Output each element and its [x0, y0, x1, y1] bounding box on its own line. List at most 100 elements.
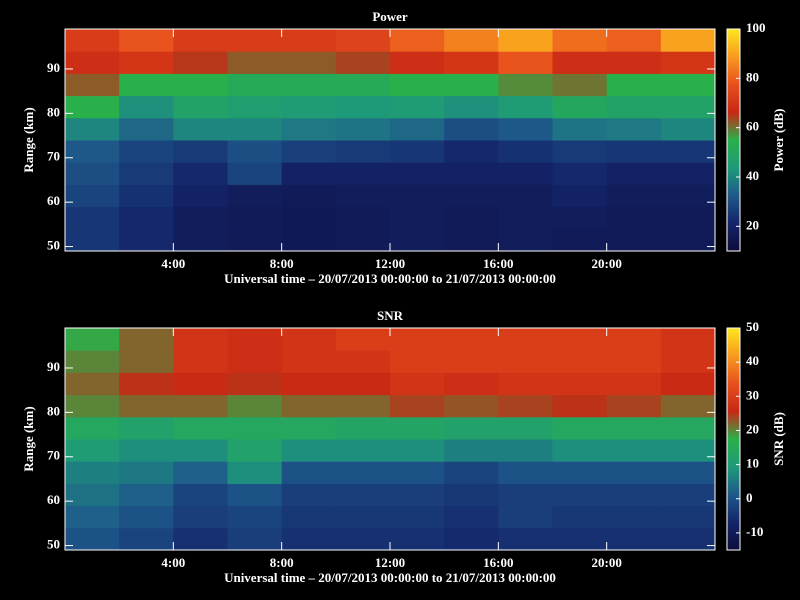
heatmap-cell	[173, 439, 228, 462]
heatmap-cell	[119, 350, 174, 373]
heatmap-cell	[65, 350, 120, 373]
heatmap-cell	[227, 95, 283, 119]
heatmap-cell	[335, 350, 391, 373]
heatmap-cell	[390, 162, 445, 185]
heatmap-cell	[498, 439, 553, 462]
heatmap-cell	[119, 394, 174, 418]
heatmap-cell	[335, 228, 391, 252]
heatmap-cell	[552, 140, 608, 163]
y-axis-label: Range (km)	[21, 107, 36, 172]
heatmap-cell	[227, 483, 283, 507]
heatmap-cell	[65, 184, 120, 208]
heatmap-cell	[606, 95, 662, 119]
x-tick-label: 20:00	[591, 555, 621, 570]
heatmap-cell	[227, 461, 283, 484]
heatmap-cell	[606, 439, 662, 462]
heatmap-cell	[335, 140, 391, 163]
heatmap-cell	[390, 372, 445, 396]
x-tick-label: 8:00	[270, 256, 294, 271]
colorbar-label: Power (dB)	[771, 109, 786, 172]
heatmap-cell	[119, 95, 174, 119]
heatmap-cell	[498, 483, 553, 507]
heatmap-cell	[65, 394, 120, 418]
heatmap-cell	[660, 328, 716, 351]
heatmap-cell	[335, 372, 391, 396]
heatmap-cell	[173, 184, 228, 208]
heatmap-cell	[281, 228, 337, 252]
heatmap-cell	[660, 206, 716, 230]
heatmap-cell	[498, 461, 553, 484]
heatmap-cell	[444, 372, 499, 396]
heatmap-cell	[227, 350, 283, 373]
colorbar-tick-label: 20	[746, 217, 759, 232]
heatmap-cell	[660, 117, 716, 141]
y-tick-label: 80	[47, 104, 60, 119]
heatmap-cell	[552, 372, 608, 396]
heatmap-cell	[65, 228, 120, 252]
y-tick-label: 90	[47, 359, 60, 374]
heatmap-cell	[660, 416, 716, 440]
heatmap-cell	[173, 350, 228, 373]
heatmap-cell	[390, 184, 445, 208]
heatmap-cell	[65, 416, 120, 440]
heatmap-cell	[335, 527, 391, 551]
heatmap-cell	[552, 73, 608, 97]
heatmap-cell	[65, 51, 120, 74]
heatmap-cell	[281, 394, 337, 418]
heatmap-cell	[227, 29, 283, 52]
x-tick-label: 12:00	[375, 256, 405, 271]
heatmap-cell	[173, 461, 228, 484]
heatmap-cell	[660, 162, 716, 185]
heatmap-cell	[173, 416, 228, 440]
heatmap-cell	[390, 95, 445, 119]
heatmap-cell	[606, 29, 662, 52]
heatmap-cell	[227, 140, 283, 163]
heatmap-cell	[606, 483, 662, 507]
colorbar	[726, 327, 741, 551]
heatmap-cell	[173, 29, 228, 52]
heatmap-cell	[281, 162, 337, 185]
heatmap-cell	[65, 162, 120, 185]
heatmap-cell	[119, 527, 174, 551]
colorbar-tick-label: 50	[746, 319, 759, 334]
y-tick-label: 60	[47, 492, 60, 507]
heatmap-cell	[227, 51, 283, 74]
heatmap-cell	[65, 29, 120, 52]
heatmap-cell	[552, 206, 608, 230]
heatmap-cell	[119, 439, 174, 462]
heatmap-cell	[173, 228, 228, 252]
heatmap-cell	[227, 328, 283, 351]
heatmap-cell	[65, 95, 120, 119]
heatmap-cell	[444, 51, 499, 74]
heatmap-cell	[227, 394, 283, 418]
heatmap-cell	[660, 394, 716, 418]
heatmap-cell	[390, 439, 445, 462]
heatmap-cell	[65, 483, 120, 507]
x-tick-label: 12:00	[375, 555, 405, 570]
heatmap-cell	[281, 206, 337, 230]
heatmap-cell	[227, 439, 283, 462]
heatmap-cell	[335, 394, 391, 418]
y-tick-label: 70	[47, 149, 60, 164]
heatmap-cell	[660, 505, 716, 529]
heatmap-cell	[660, 51, 716, 74]
heatmap-cell	[281, 527, 337, 551]
heatmap-cell	[552, 350, 608, 373]
y-tick-label: 80	[47, 403, 60, 418]
heatmap-cell	[281, 461, 337, 484]
heatmap-cell	[119, 73, 174, 97]
heatmap-cell	[498, 350, 553, 373]
colorbar-tick-label: 30	[746, 387, 759, 402]
heatmap-cell	[660, 228, 716, 252]
heatmap-cell	[335, 461, 391, 484]
heatmap-cell	[606, 206, 662, 230]
heatmap-cell	[390, 527, 445, 551]
heatmap-cell	[444, 350, 499, 373]
heatmap-cell	[65, 117, 120, 141]
heatmap-cell	[444, 228, 499, 252]
heatmap-cell	[173, 394, 228, 418]
heatmap-cell	[227, 505, 283, 529]
heatmap-cell	[173, 95, 228, 119]
heatmap-cell	[335, 483, 391, 507]
